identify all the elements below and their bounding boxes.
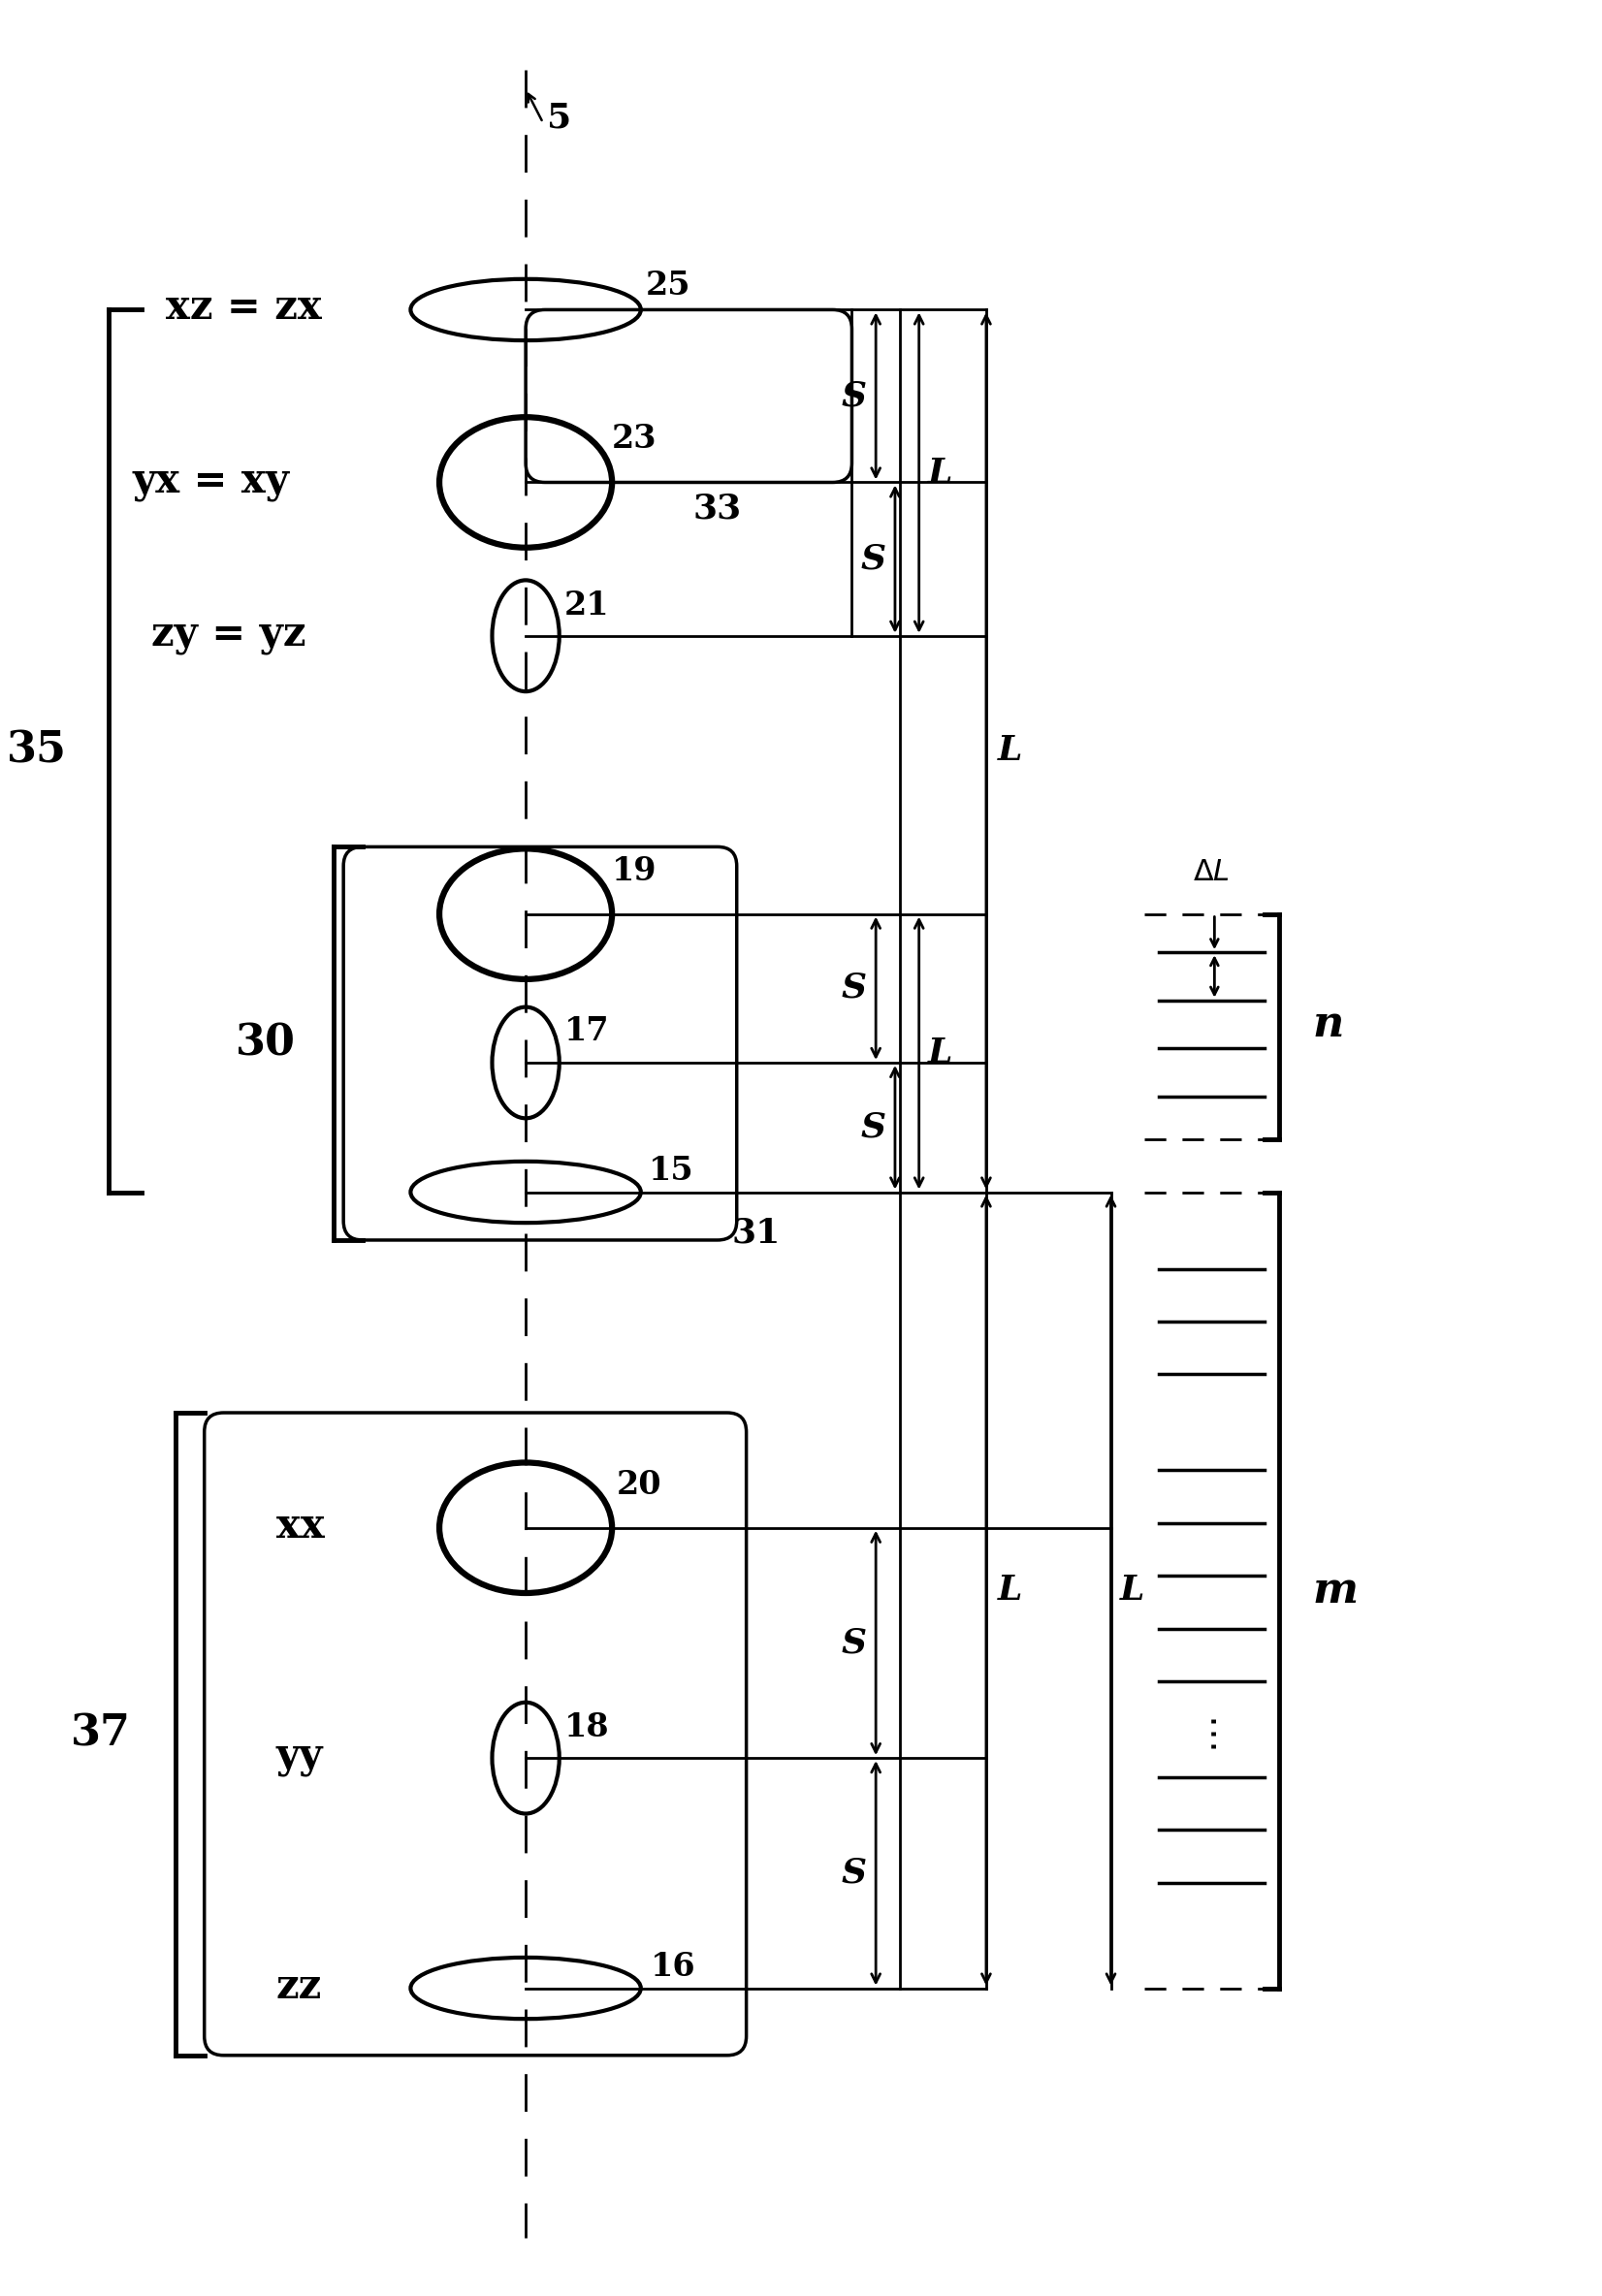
Text: S: S (841, 971, 867, 1003)
Text: zy = yz: zy = yz (152, 613, 306, 654)
Text: L: L (1120, 1573, 1144, 1607)
Text: yx = xy: yx = xy (133, 459, 290, 501)
Text: L: L (998, 735, 1022, 767)
Text: S: S (841, 1626, 867, 1660)
Text: S: S (860, 1111, 886, 1143)
Text: 23: 23 (612, 422, 657, 455)
Text: L: L (998, 1573, 1022, 1607)
Text: 16: 16 (650, 1952, 695, 1984)
Text: 5: 5 (546, 101, 572, 135)
Text: n: n (1312, 1003, 1344, 1045)
Text: 18: 18 (564, 1711, 609, 1743)
Text: S: S (841, 1857, 867, 1890)
Text: xz = zx: xz = zx (167, 287, 322, 328)
Text: S: S (860, 542, 886, 576)
Text: yy: yy (276, 1736, 324, 1777)
Text: 20: 20 (617, 1469, 662, 1502)
Text: 17: 17 (564, 1015, 609, 1047)
Text: 33: 33 (692, 491, 742, 526)
Text: 35: 35 (6, 730, 67, 771)
Text: $\Delta$$L$: $\Delta$$L$ (1193, 856, 1230, 886)
Text: 31: 31 (732, 1217, 780, 1249)
Text: S: S (841, 379, 867, 413)
Text: xx: xx (276, 1506, 325, 1545)
Text: 37: 37 (70, 1713, 130, 1754)
Text: 15: 15 (649, 1155, 694, 1187)
Text: L: L (928, 1035, 953, 1070)
Text: L: L (928, 457, 953, 489)
Text: 25: 25 (646, 269, 690, 301)
Text: zz: zz (276, 1965, 322, 2007)
Text: ⋯: ⋯ (1193, 1711, 1230, 1747)
Text: m: m (1312, 1568, 1358, 1612)
Text: 21: 21 (564, 590, 609, 622)
Text: 30: 30 (235, 1022, 295, 1065)
Text: 19: 19 (612, 854, 657, 886)
